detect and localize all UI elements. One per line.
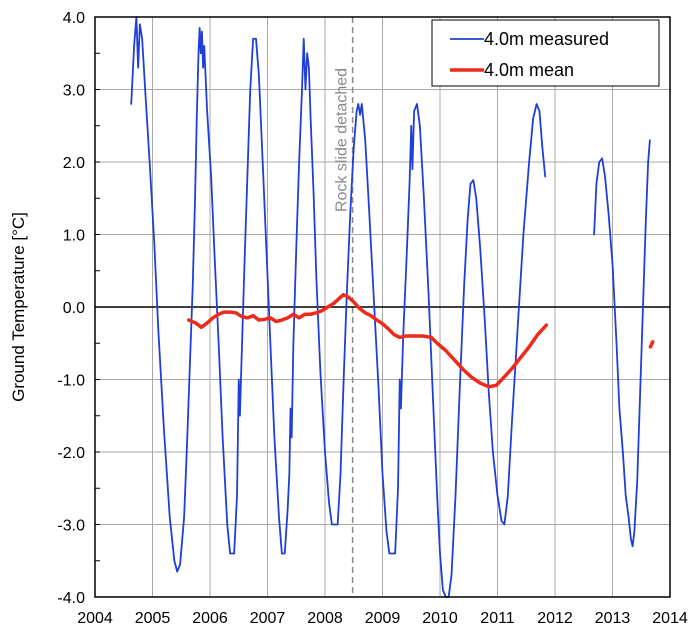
series-0-segment-1	[593, 139, 651, 548]
legend-box	[431, 19, 660, 87]
y-tick-label: -4.0	[57, 590, 85, 607]
x-tick-label: 2012	[537, 610, 573, 627]
x-tick-label: 2008	[307, 610, 343, 627]
legend: 4.0m measured 4.0m mean	[431, 19, 660, 87]
legend-label-measured: 4.0m measured	[484, 29, 609, 49]
tick-labels: 4.0 3.0 2.0 1.0 0.0 -1.0 -2.0 -3.0 -4.0 2004 2005 2…	[57, 10, 687, 627]
grid	[95, 16, 670, 598]
series-0-segment-0	[130, 16, 547, 598]
y-axis-title: Ground Temperature [°C]	[9, 212, 28, 402]
x-tick-label: 2004	[77, 610, 113, 627]
series-layer	[130, 16, 655, 598]
x-tick-label: 2014	[652, 610, 688, 627]
y-tick-label: 4.0	[63, 10, 85, 27]
x-tick-label: 2010	[422, 610, 458, 627]
y-tick-label: 0.0	[63, 300, 85, 317]
x-tick-label: 2013	[595, 610, 631, 627]
y-tick-label: 1.0	[63, 228, 85, 245]
series-1-segment-0	[186, 292, 549, 389]
y-tick-label: 3.0	[63, 83, 85, 100]
x-tick-label: 2009	[365, 610, 401, 627]
y-tick-label: 2.0	[63, 155, 85, 172]
plot-frame	[94, 16, 671, 598]
x-tick-label: 2007	[250, 610, 286, 627]
y-tick-label: -1.0	[57, 373, 85, 390]
y-tick-label: -3.0	[57, 518, 85, 535]
x-tick-label: 2006	[192, 610, 228, 627]
y-tick-label: -2.0	[57, 445, 85, 462]
x-tick-label: 2011	[480, 610, 515, 627]
x-tick-label: 2005	[135, 610, 171, 627]
rock-slide-label: Rock slide detached	[334, 68, 351, 212]
series-1-segment-1	[648, 340, 655, 349]
legend-label-mean: 4.0m mean	[484, 60, 574, 80]
